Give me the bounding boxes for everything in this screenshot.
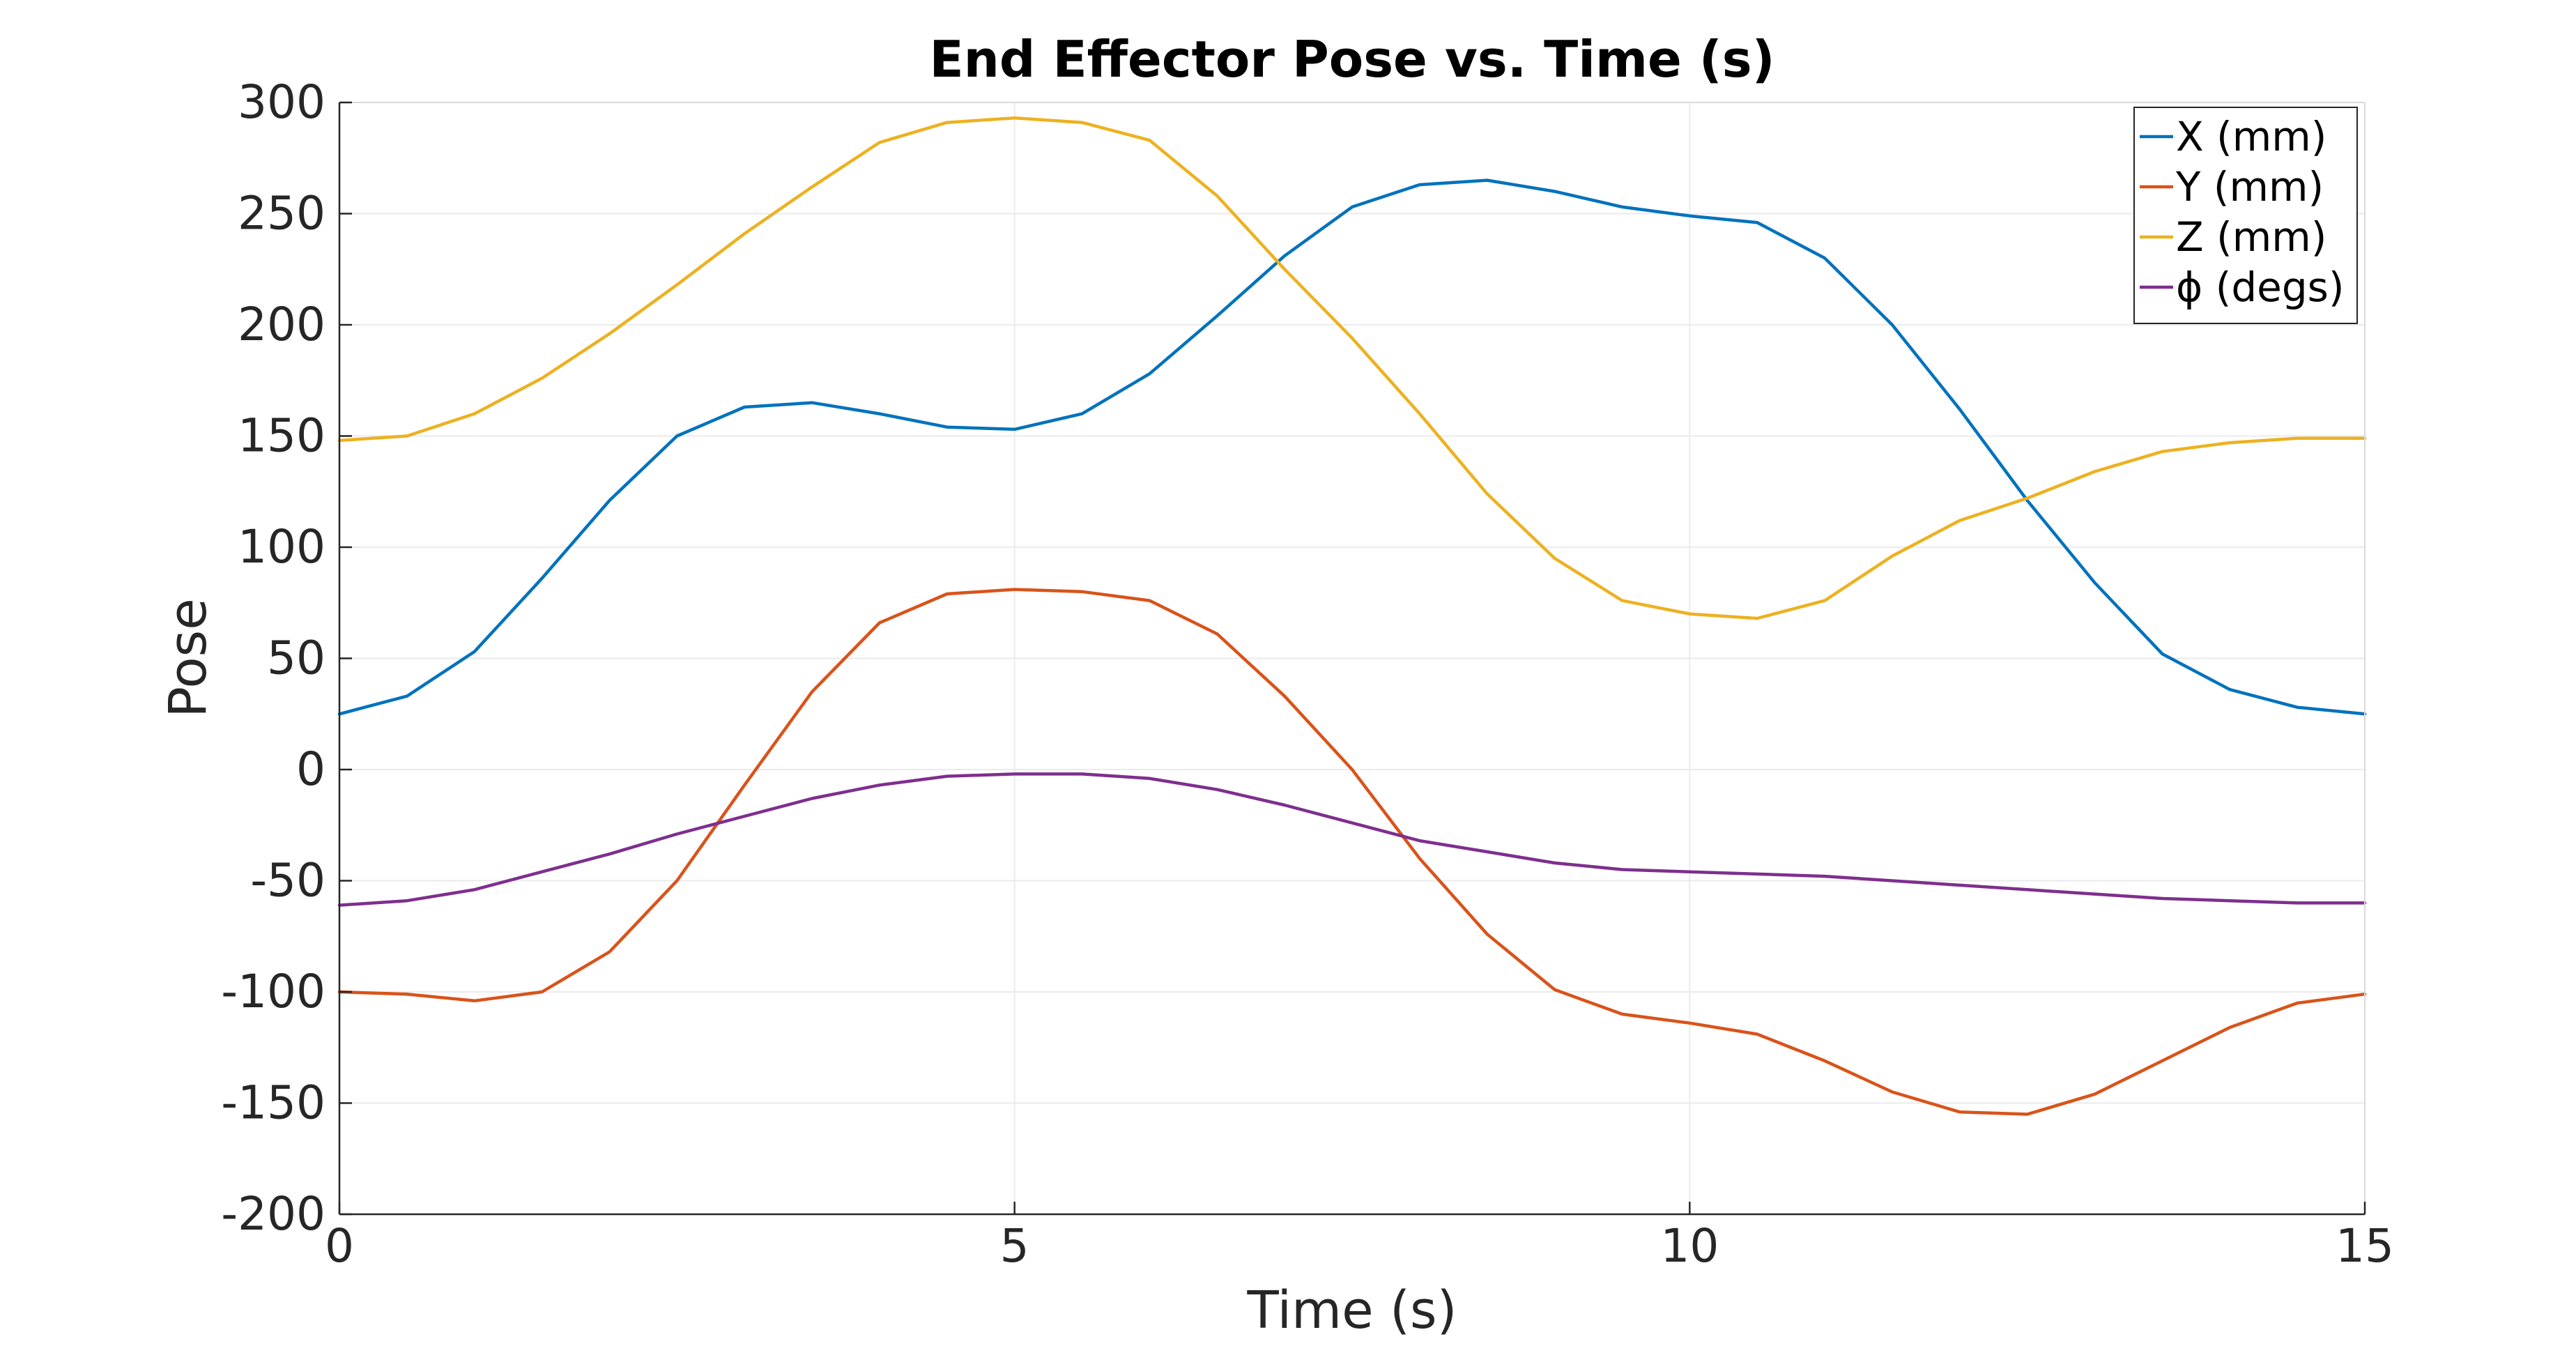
x-axis-label: Time (s) <box>1247 1280 1457 1340</box>
chart-title: End Effector Pose vs. Time (s) <box>929 30 1774 89</box>
series-line-1 <box>337 178 2367 716</box>
y-tick-label: 100 <box>238 520 325 574</box>
legend-entry: Z (mm) <box>2176 213 2326 261</box>
y-tick-label: 300 <box>238 75 325 129</box>
legend: X (mm)Y (mm)Z (mm)ϕ (degs) <box>2133 107 2358 324</box>
x-tick-label: 10 <box>1660 1219 1719 1273</box>
legend-entry: X (mm) <box>2176 113 2326 160</box>
series-line-2 <box>337 588 2367 1116</box>
y-tick-label: -50 <box>250 854 325 908</box>
tick-labels: 0 5 10 15 -200 -150 -100 -50 0 50 100 150 200 250 300 <box>221 75 2394 1273</box>
y-tick-label: -150 <box>221 1076 325 1130</box>
x-tick-label: 5 <box>1000 1219 1029 1273</box>
series-line-4 <box>337 772 2367 907</box>
x-tick-label: 0 <box>325 1219 354 1273</box>
y-tick-label: 50 <box>267 632 325 685</box>
x-tick-label: 15 <box>2336 1219 2394 1273</box>
axes <box>338 101 2366 1216</box>
y-tick-label: 250 <box>238 187 325 240</box>
y-tick-label: 200 <box>238 298 325 351</box>
y-tick-label: 0 <box>296 742 325 796</box>
y-tick-label: -200 <box>221 1187 325 1241</box>
legend-entry: ϕ (degs) <box>2176 263 2345 311</box>
series-line-3 <box>337 116 2367 620</box>
legend-entry: Y (mm) <box>2175 163 2324 211</box>
y-axis-label: Pose <box>158 598 218 717</box>
y-tick-label: -100 <box>221 965 325 1018</box>
series-layer <box>337 116 2367 1116</box>
y-tick-label: 150 <box>238 409 325 463</box>
